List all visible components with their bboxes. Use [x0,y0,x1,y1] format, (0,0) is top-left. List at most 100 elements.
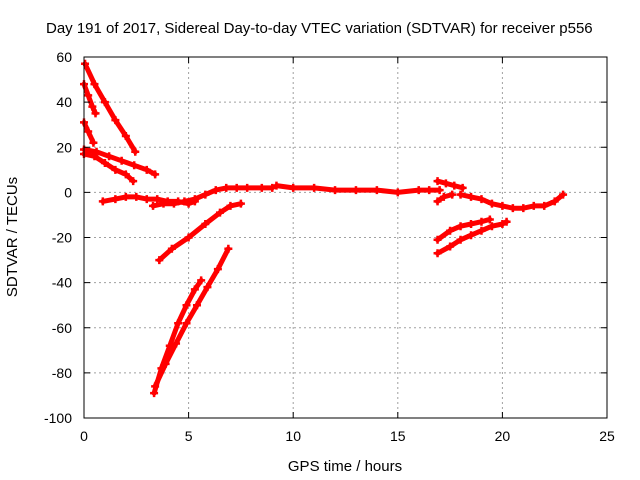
x-tick-label: 0 [80,428,88,444]
x-tick-label: 20 [495,428,511,444]
data-point-marker [81,59,90,68]
data-point-marker [90,80,99,89]
data-point-marker [89,138,98,147]
x-tick-label: 25 [599,428,615,444]
data-point-marker [190,285,199,294]
data-point-marker [487,199,496,208]
series-arc13 [433,190,457,206]
data-point-marker [84,91,93,100]
data-point-marker [456,235,465,244]
data-point-marker [243,183,252,192]
data-point-marker [485,215,494,224]
data-point-marker [272,181,281,190]
data-point-marker [111,116,120,125]
data-point-marker [213,265,222,274]
y-tick-label: 20 [56,139,72,155]
data-point-marker [90,152,99,161]
data-point-marker [180,197,189,206]
data-point-marker [100,98,109,107]
data-point-marker [477,226,486,235]
data-point-marker [98,197,107,206]
data-point-marker [167,244,176,253]
y-tick-label: -80 [52,365,72,381]
data-point-marker [508,204,517,213]
data-point-marker [351,186,360,195]
y-tick-label: 0 [64,184,72,200]
data-point-marker [467,231,476,240]
data-point-marker [232,183,241,192]
data-point-marker [100,159,109,168]
series-arc14 [456,190,568,213]
series-arc9 [155,199,245,265]
data-point-marker [289,183,298,192]
data-point-marker [559,190,568,199]
data-point-marker [153,195,162,204]
data-point-marker [111,165,120,174]
data-point-marker [111,195,120,204]
data-point-marker [433,235,442,244]
y-tick-label: 60 [56,49,72,65]
series-line [81,81,98,116]
data-point-marker [151,170,160,179]
data-point-marker [224,244,233,253]
y-tick-label: -20 [52,230,72,246]
data-series [80,59,568,398]
data-point-marker [450,181,459,190]
data-point-marker [169,199,178,208]
x-tick-label: 10 [285,428,301,444]
data-point-marker [226,201,235,210]
data-point-marker [151,382,160,391]
data-point-marker [161,359,170,368]
data-point-marker [467,219,476,228]
series-arc8 [272,181,444,197]
data-point-marker [190,195,199,204]
data-point-marker [458,183,467,192]
data-point-marker [414,186,423,195]
series-line [274,183,443,195]
data-point-marker [433,177,442,186]
data-point-marker [92,147,101,156]
data-point-marker [184,233,193,242]
data-point-marker [174,319,183,328]
series-arc1 [81,59,140,156]
data-point-marker [159,199,168,208]
y-tick-label: -100 [44,410,72,426]
series-line [435,178,466,191]
data-point-marker [456,190,465,199]
series-arc16 [433,217,511,258]
data-point-marker [211,186,220,195]
data-point-marker [433,249,442,258]
data-point-marker [150,389,159,398]
data-point-marker [441,179,450,188]
data-point-marker [467,192,476,201]
series-arc7 [149,183,277,210]
series-arc3 [80,118,98,147]
data-point-marker [121,131,130,140]
series-arc12 [433,177,467,192]
grid [84,57,607,418]
data-point-marker [203,283,212,292]
data-point-marker [393,188,402,197]
data-point-marker [439,192,448,201]
data-point-marker [88,102,97,111]
chart-title: Day 191 of 2017, Sidereal Day-to-day VTE… [46,20,593,37]
data-point-marker [155,256,164,265]
y-tick-label: -60 [52,320,72,336]
x-tick-label: 5 [185,428,193,444]
data-point-marker [201,219,210,228]
data-point-marker [477,195,486,204]
data-point-marker [105,152,114,161]
axis-ticks: 0 5 10 15 20 25 -100 -80 -60 -40 -20 0 20 40 60 [44,49,615,444]
data-point-marker [257,183,266,192]
data-point-marker [201,190,210,199]
y-tick-label: -40 [52,275,72,291]
series-line [152,246,231,389]
data-point-marker [498,201,507,210]
data-point-marker [132,192,141,201]
data-point-marker [142,195,151,204]
data-point-marker [142,165,151,174]
y-axis-label: SDTVAR / TECUs [4,177,21,297]
x-axis-label: GPS time / hours [288,458,402,475]
data-point-marker [182,301,191,310]
